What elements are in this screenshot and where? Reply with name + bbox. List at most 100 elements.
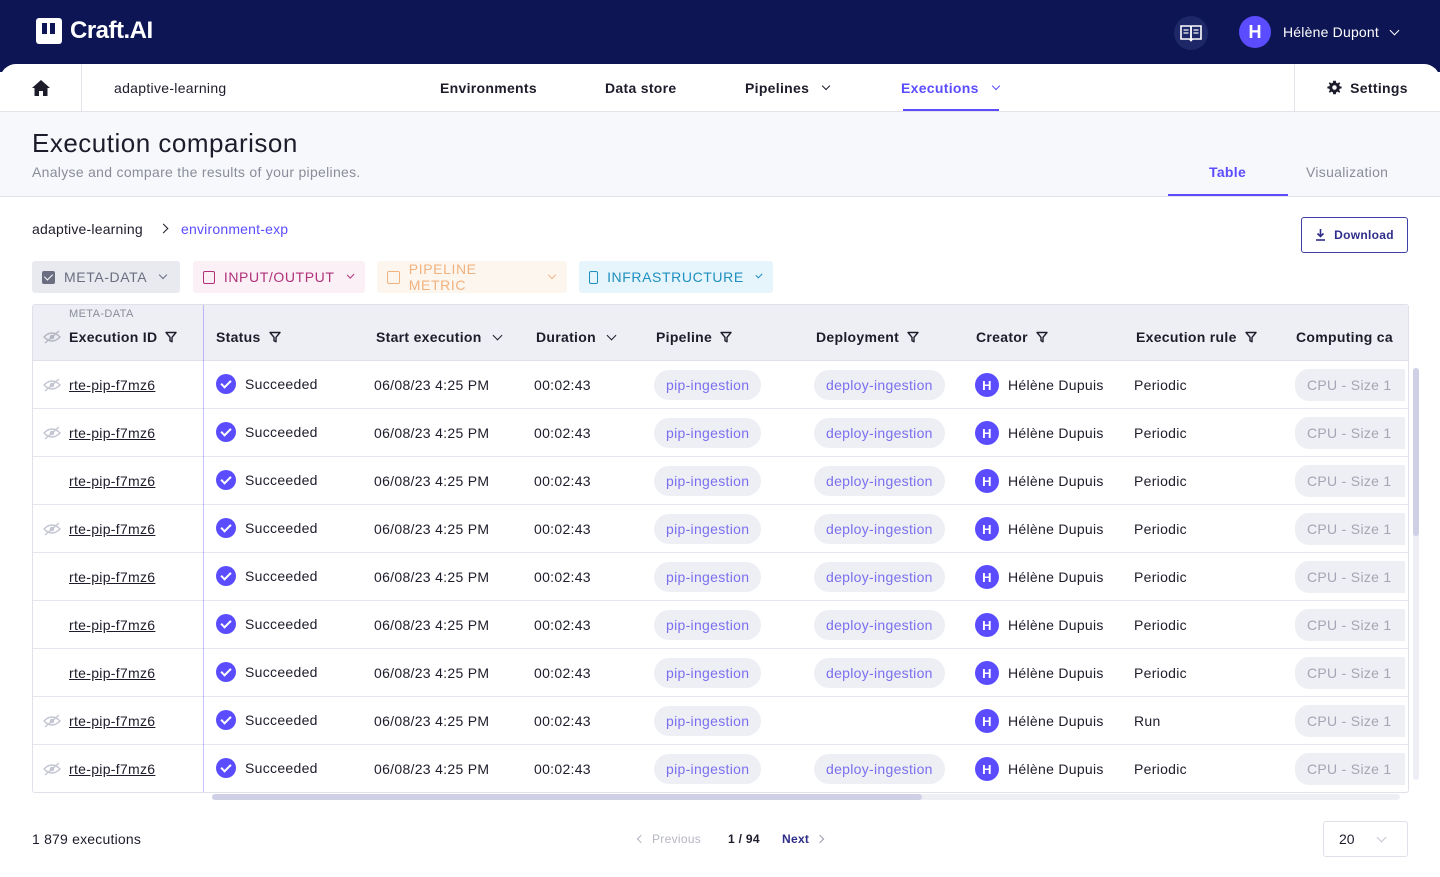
vertical-scrollbar-thumb[interactable] (1413, 368, 1419, 536)
deployment-tag[interactable]: deploy-ingestion (814, 754, 945, 784)
nav-executions-label: Executions (901, 80, 979, 96)
eye-off-icon[interactable] (43, 522, 61, 541)
execution-id-link[interactable]: rte-pip-f7mz6 (69, 425, 156, 441)
deployment-tag[interactable]: deploy-ingestion (814, 562, 945, 592)
column-execution-id[interactable]: Execution ID (69, 329, 178, 345)
table-row[interactable]: rte-pip-f7mz6 Succeeded 06/08/23 4:25 PM 00… (33, 505, 1408, 553)
deployment-tag[interactable]: deploy-ingestion (814, 514, 945, 544)
pipeline-tag[interactable]: pip-ingestion (654, 370, 762, 400)
table-row[interactable]: rte-pip-f7mz6 Succeeded 06/08/23 4:25 PM 00… (33, 409, 1408, 457)
table-row[interactable]: rte-pip-f7mz6 Succeeded 06/08/23 4:25 PM 00… (33, 649, 1408, 697)
horizontal-scrollbar-thumb[interactable] (212, 794, 922, 800)
table-row[interactable]: rte-pip-f7mz6 Succeeded 06/08/23 4:25 PM 00… (33, 361, 1408, 409)
filter-infrastructure[interactable]: INFRASTRUCTURE (579, 261, 773, 293)
eye-off-icon[interactable] (43, 714, 61, 733)
column-duration[interactable]: Duration (536, 329, 617, 345)
deployment-tag[interactable]: deploy-ingestion (814, 466, 945, 496)
previous-page-button[interactable]: Previous (636, 832, 702, 846)
execution-id-link[interactable]: rte-pip-f7mz6 (69, 521, 156, 537)
documentation-button[interactable] (1174, 16, 1208, 50)
filter-icon[interactable] (720, 331, 732, 343)
column-pipeline[interactable]: Pipeline (656, 329, 732, 345)
filter-infrastructure-label: INFRASTRUCTURE (607, 269, 744, 285)
filter-icon[interactable] (1244, 331, 1257, 343)
horizontal-scrollbar[interactable] (212, 794, 1400, 800)
checkbox-icon (203, 270, 215, 284)
column-execution-rule[interactable]: Execution rule (1136, 329, 1257, 345)
deployment-tag[interactable]: deploy-ingestion (814, 658, 945, 688)
pipeline-tag[interactable]: pip-ingestion (654, 706, 762, 736)
pipeline-tag[interactable]: pip-ingestion (654, 610, 762, 640)
execution-id-link[interactable]: rte-pip-f7mz6 (69, 665, 156, 681)
user-menu[interactable]: H Hélène Dupont (1239, 16, 1400, 48)
pipeline-tag[interactable]: pip-ingestion (654, 562, 762, 592)
column-status[interactable]: Status (216, 329, 281, 345)
project-name[interactable]: adaptive-learning (114, 80, 227, 96)
table-row[interactable]: rte-pip-f7mz6 Succeeded 06/08/23 4:25 PM 00… (33, 745, 1408, 792)
book-icon (1180, 25, 1202, 42)
nav-environments-label: Environments (440, 80, 537, 96)
vertical-scrollbar[interactable] (1413, 368, 1419, 780)
download-button[interactable]: Download (1301, 217, 1408, 253)
eye-off-icon[interactable] (43, 330, 61, 349)
execution-id-link[interactable]: rte-pip-f7mz6 (69, 713, 156, 729)
column-computing[interactable]: Computing ca (1296, 329, 1393, 345)
column-start-execution[interactable]: Start execution (376, 329, 503, 345)
table-row[interactable]: rte-pip-f7mz6 Succeeded 06/08/23 4:25 PM 00… (33, 457, 1408, 505)
execution-id-link[interactable]: rte-pip-f7mz6 (69, 617, 156, 633)
filter-icon[interactable] (1036, 331, 1048, 343)
execution-id-link[interactable]: rte-pip-f7mz6 (69, 761, 156, 777)
column-creator[interactable]: Creator (976, 329, 1048, 345)
eye-off-icon[interactable] (43, 378, 61, 397)
computing-resource-tag: CPU - Size 1 (1295, 753, 1405, 785)
sort-down-icon[interactable] (606, 330, 617, 340)
pipeline-tag[interactable]: pip-ingestion (654, 754, 762, 784)
sort-down-icon[interactable] (492, 330, 503, 340)
pipeline-tag[interactable]: pip-ingestion (654, 658, 762, 688)
deployment-tag[interactable]: deploy-ingestion (814, 370, 945, 400)
execution-id-link[interactable]: rte-pip-f7mz6 (69, 473, 156, 489)
filter-icon[interactable] (268, 331, 281, 343)
creator-name: Hélène Dupuis (1008, 665, 1104, 681)
table-row[interactable]: rte-pip-f7mz6 Succeeded 06/08/23 4:25 PM 00… (33, 553, 1408, 601)
nav-environments[interactable]: Environments (440, 80, 537, 96)
tab-table[interactable]: Table (1209, 164, 1247, 180)
filter-pipeline-metric[interactable]: PIPELINE METRIC (377, 261, 567, 293)
pipeline-tag[interactable]: pip-ingestion (654, 514, 762, 544)
breadcrumb-environment[interactable]: environment-exp (181, 221, 289, 237)
pipeline-tag[interactable]: pip-ingestion (654, 466, 762, 496)
column-deployment[interactable]: Deployment (816, 329, 919, 345)
nav-data-store[interactable]: Data store (605, 80, 676, 96)
chevron-right-icon (158, 223, 169, 234)
next-page-button[interactable]: Next (782, 832, 825, 846)
nav-executions[interactable]: Executions (901, 80, 1000, 96)
filter-input-output[interactable]: INPUT/OUTPUT (193, 261, 365, 293)
executions-table: META-DATA Execution ID Status Start exec… (32, 304, 1409, 793)
page-size-select[interactable]: 20 (1323, 821, 1408, 857)
tab-visualization[interactable]: Visualization (1306, 164, 1389, 180)
start-execution-value: 06/08/23 4:25 PM (374, 761, 490, 777)
column-label: Start execution (376, 329, 482, 345)
breadcrumb-project[interactable]: adaptive-learning (32, 221, 143, 237)
creator-name: Hélène Dupuis (1008, 617, 1104, 633)
duration-value: 00:02:43 (534, 377, 591, 393)
filter-meta-data[interactable]: META-DATA (32, 261, 180, 293)
eye-off-icon[interactable] (43, 762, 61, 781)
home-button[interactable] (0, 64, 82, 111)
pipeline-tag[interactable]: pip-ingestion (654, 418, 762, 448)
craft-ai-logo[interactable]: Craft.AI (36, 17, 153, 45)
check-circle-icon (216, 566, 236, 586)
table-row[interactable]: rte-pip-f7mz6 Succeeded 06/08/23 4:25 PM 00… (33, 601, 1408, 649)
settings-button[interactable]: Settings (1294, 64, 1440, 111)
deployment-tag[interactable]: deploy-ingestion (814, 418, 945, 448)
execution-id-link[interactable]: rte-pip-f7mz6 (69, 377, 156, 393)
filter-icon[interactable] (165, 331, 178, 343)
previous-label: Previous (652, 832, 702, 846)
eye-off-icon[interactable] (43, 426, 61, 445)
page-subtitle: Analyse and compare the results of your … (32, 164, 361, 180)
deployment-tag[interactable]: deploy-ingestion (814, 610, 945, 640)
nav-pipelines[interactable]: Pipelines (745, 80, 831, 96)
filter-icon[interactable] (907, 331, 919, 343)
execution-id-link[interactable]: rte-pip-f7mz6 (69, 569, 156, 585)
table-row[interactable]: rte-pip-f7mz6 Succeeded 06/08/23 4:25 PM 00… (33, 697, 1408, 745)
